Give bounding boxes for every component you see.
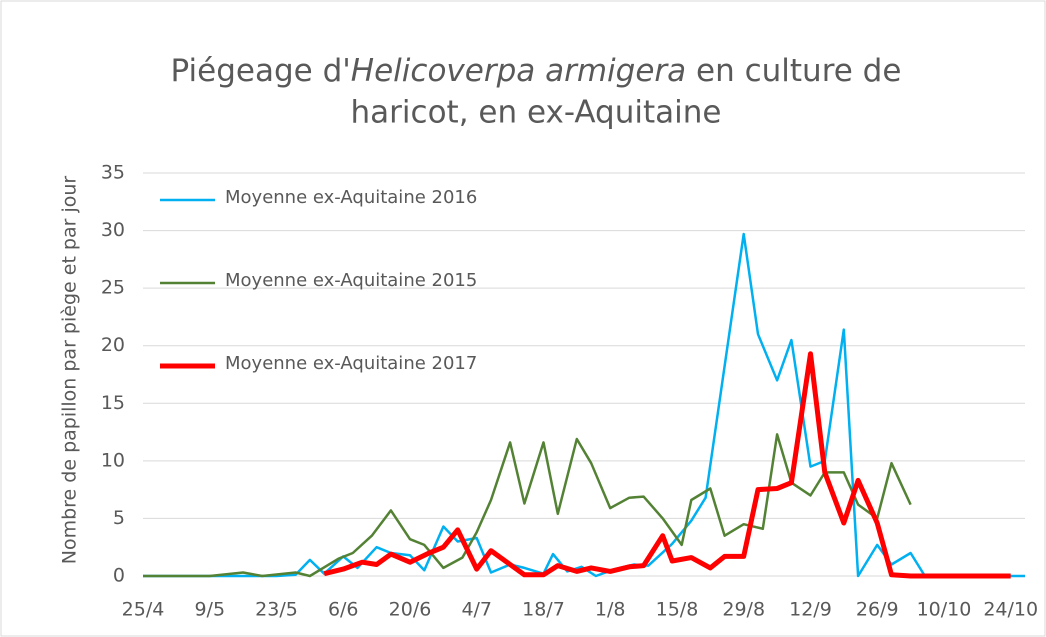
x-tick-label: 25/4 [122,599,165,621]
x-tick-label: 29/8 [722,599,765,621]
title-part: Piégeage d' [171,53,351,89]
x-tick-label: 23/5 [255,599,298,621]
y-axis-label: Nombre de papillon par piège et par jour [59,176,81,565]
data-line [143,433,912,578]
data-line [323,351,1011,579]
x-tick-label: 9/5 [194,599,225,621]
y-tick-label: 30 [101,219,125,241]
title-part: en culture de [686,53,901,89]
chart-title: Piégeage d'Helicoverpa armigera en cultu… [171,53,902,89]
chart-title: haricot, en ex-Aquitaine [351,95,722,131]
y-tick-label: 25 [101,277,125,299]
legend-label: Moyenne ex-Aquitaine 2015 [225,270,478,291]
x-tick-label: 15/8 [656,599,699,621]
legend-label: Moyenne ex-Aquitaine 2016 [225,187,478,208]
x-tick-label: 6/6 [328,599,359,621]
y-tick-label: 20 [101,334,125,356]
x-tick-label: 26/9 [856,599,899,621]
x-tick-label: 18/7 [522,599,565,621]
y-tick-label: 35 [101,162,125,184]
x-tick-label: 1/8 [595,599,626,621]
y-tick-label: 15 [101,392,125,414]
x-tick-label: 24/10 [983,599,1038,621]
x-tick-label: 12/9 [789,599,832,621]
x-tick-label: 4/7 [461,599,492,621]
y-tick-label: 0 [113,565,125,587]
legend-label: Moyenne ex-Aquitaine 2017 [225,353,478,374]
x-tick-label: 20/6 [389,599,432,621]
x-tick-label: 10/10 [917,599,972,621]
y-tick-label: 5 [113,507,125,529]
y-tick-label: 10 [101,449,125,471]
title-part: Helicoverpa armigera [351,53,686,89]
